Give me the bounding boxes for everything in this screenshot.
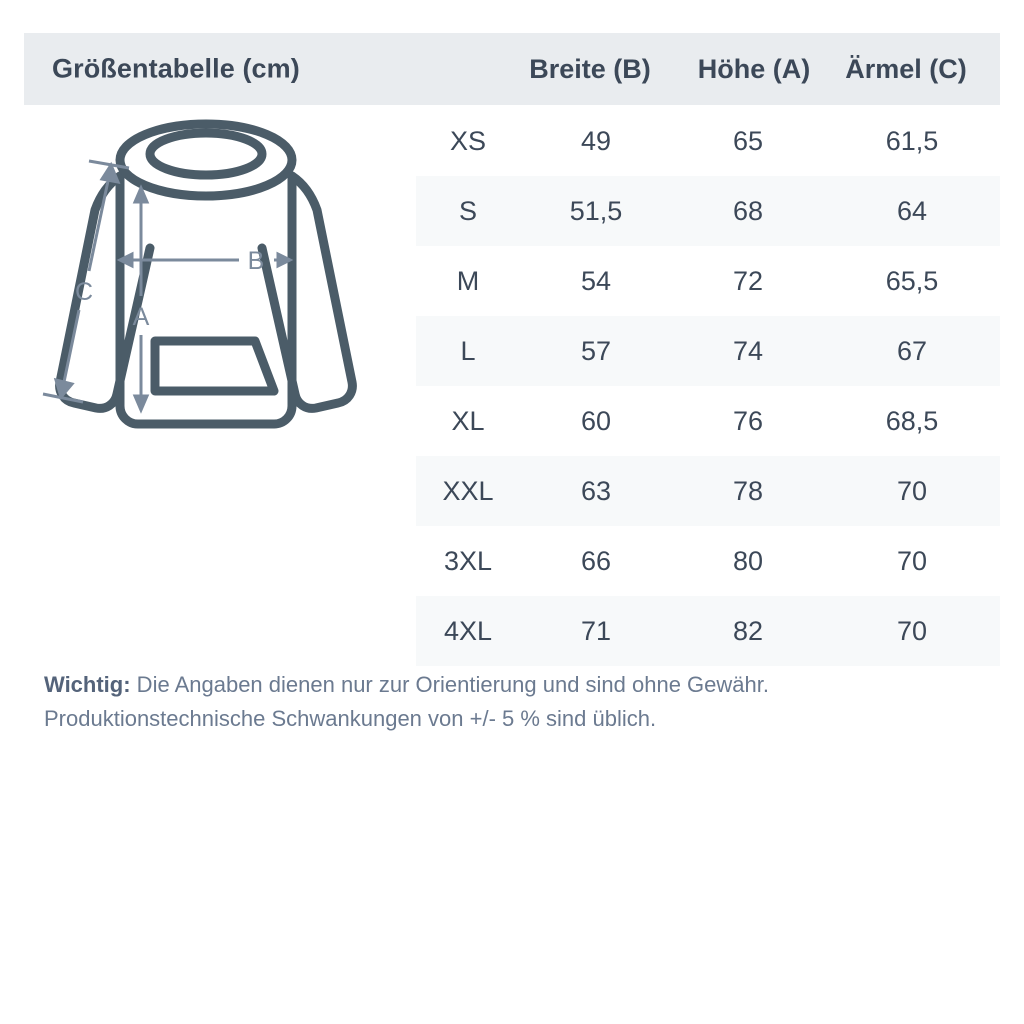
column-header-group: Breite (B) Höhe (A) Ärmel (C) (502, 33, 1000, 105)
cell-armel: 70 (896, 475, 928, 506)
measure-b-arrow (116, 251, 294, 269)
cell-armel: 61,5 (885, 125, 939, 156)
cell-breite: 63 (580, 475, 612, 506)
cell-breite: 57 (580, 335, 612, 366)
hoodie-outline-icon (55, 119, 357, 429)
cell-hohe: 68 (732, 195, 764, 226)
disclaimer-note: Wichtig: Die Angaben dienen nur zur Orie… (44, 668, 994, 736)
table-header-band: Größentabelle (cm) Breite (B) Höhe (A) Ä… (24, 33, 1000, 105)
cell-armel: 70 (896, 615, 928, 646)
cell-size: XL (451, 405, 485, 436)
hoodie-illustration: B A C (34, 118, 414, 458)
cell-armel: 65,5 (885, 265, 939, 296)
table-row: S 51,5 68 64 (416, 176, 1000, 246)
cell-armel: 70 (896, 545, 928, 576)
table-row: L 57 74 67 (416, 316, 1000, 386)
size-table-body: XS 49 65 61,5 S 51,5 68 64 M 54 72 65,5 … (416, 106, 1000, 666)
page-title: Größentabelle (cm) (52, 53, 300, 84)
table-row: XL 60 76 68,5 (416, 386, 1000, 456)
cell-breite: 66 (580, 545, 612, 576)
measure-c-arrow (42, 159, 130, 404)
disclaimer-label: Wichtig: (44, 672, 131, 697)
cell-size: L (460, 335, 476, 366)
cell-hohe: 65 (732, 125, 764, 156)
table-row: XXL 63 78 70 (416, 456, 1000, 526)
disclaimer-line-1: Die Angaben dienen nur zur Orientierung … (130, 672, 769, 697)
column-header-hohe: Höhe (A) (697, 53, 811, 84)
table-row: XS 49 65 61,5 (416, 106, 1000, 176)
cell-size: 4XL (443, 615, 493, 646)
column-header-armel: Ärmel (C) (845, 53, 967, 84)
cell-armel: 64 (896, 195, 928, 226)
disclaimer-line-2: Produktionstechnische Schwankungen von +… (44, 706, 657, 731)
cell-breite: 60 (580, 405, 612, 436)
cell-hohe: 80 (732, 545, 764, 576)
measure-label-c: C (75, 278, 93, 306)
cell-armel: 67 (896, 335, 928, 366)
measure-label-a: A (133, 303, 150, 331)
cell-size: M (456, 265, 480, 296)
cell-armel: 68,5 (885, 405, 939, 436)
column-header-breite: Breite (B) (529, 53, 651, 84)
table-row: M 54 72 65,5 (416, 246, 1000, 316)
cell-breite: 71 (580, 615, 612, 646)
cell-hohe: 78 (732, 475, 764, 506)
size-table: XS 49 65 61,5 S 51,5 68 64 M 54 72 65,5 … (416, 106, 1000, 666)
cell-breite: 49 (580, 125, 612, 156)
cell-hohe: 76 (732, 405, 764, 436)
measure-a-arrow (132, 184, 150, 414)
cell-hohe: 72 (732, 265, 764, 296)
cell-hohe: 82 (732, 615, 764, 646)
cell-size: XS (449, 125, 487, 156)
cell-size: S (458, 195, 477, 226)
cell-breite: 54 (580, 265, 612, 296)
table-row: 3XL 66 80 70 (416, 526, 1000, 596)
measure-label-b: B (248, 247, 265, 275)
table-row: 4XL 71 82 70 (416, 596, 1000, 666)
cell-size: XXL (442, 475, 494, 506)
cell-size: 3XL (443, 545, 493, 576)
cell-breite: 51,5 (569, 195, 623, 226)
cell-hohe: 74 (732, 335, 764, 366)
